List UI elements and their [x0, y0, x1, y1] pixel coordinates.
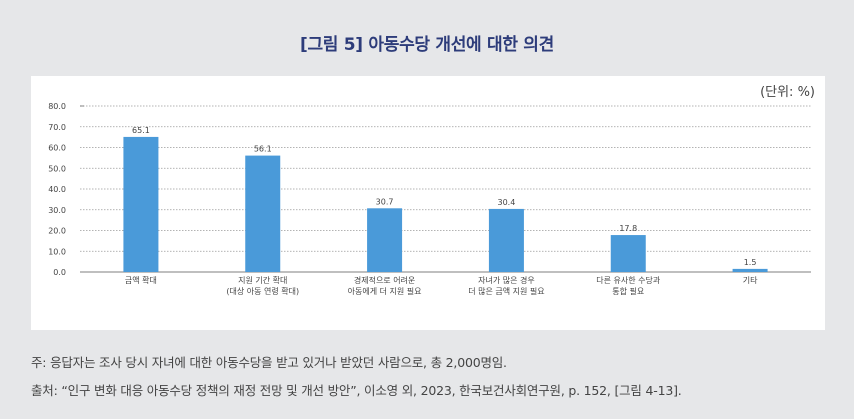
- x-category-label: 통합 필요: [612, 286, 644, 296]
- bar-value-label: 1.5: [744, 258, 757, 267]
- bar: [123, 136, 159, 272]
- x-category-label: 더 많은 금액 지원 필요: [468, 286, 544, 296]
- y-tick-label: 0.0: [53, 268, 66, 277]
- bar-value-label: 56.1: [254, 145, 272, 154]
- bar: [610, 235, 646, 272]
- x-category-label: 기타: [743, 276, 758, 285]
- y-tick-label: 70.0: [48, 123, 66, 132]
- bar: [245, 155, 281, 272]
- y-tick-label: 20.0: [48, 227, 66, 236]
- bar-value-label: 17.8: [619, 224, 637, 233]
- bar-chart: 0.0 10.0 20.0 30.0 40.0 50.0 60.0 70.0 80.0 65.1 금…: [48, 102, 811, 296]
- y-tick-label: 80.0: [48, 102, 66, 111]
- x-category-label: 금액 확대: [125, 275, 157, 285]
- bar-value-label: 30.4: [498, 198, 516, 207]
- y-tick-label: 60.0: [48, 144, 66, 153]
- y-tick-label: 40.0: [48, 185, 66, 194]
- y-tick-label: 30.0: [48, 206, 66, 215]
- x-category-label: (대상 아동 연령 확대): [226, 286, 299, 296]
- bar: [488, 208, 524, 272]
- footnote-note: 주: 응답자는 조사 당시 자녀에 대한 아동수당을 받고 있거나 받았던 사람…: [31, 355, 507, 370]
- y-tick-label: 50.0: [48, 164, 66, 173]
- bar: [367, 208, 403, 272]
- x-category-label: 지원 기간 확대: [238, 275, 287, 285]
- x-category-label: 자녀가 많은 경우: [478, 275, 535, 285]
- x-category-label: 아동에게 더 지원 필요: [348, 286, 422, 296]
- bar-value-label: 30.7: [376, 197, 394, 206]
- y-tick-label: 10.0: [48, 247, 66, 256]
- x-category-label: 경제적으로 어려운: [354, 275, 415, 285]
- chart-title: [그림 5] 아동수당 개선에 대한 의견: [300, 35, 554, 55]
- chart-panel: (단위: %) 0.0 10.0 20.0 30.0 40.0 50.0 60.0 70.0 8…: [31, 76, 825, 330]
- unit-label: (단위: %): [760, 85, 815, 100]
- footnote-source: 출처: “인구 변화 대응 아동수당 정책의 재정 전망 및 개선 방안”, 이…: [31, 383, 682, 398]
- bar: [732, 268, 768, 272]
- x-category-label: 다른 유사한 수당과: [596, 275, 661, 285]
- bar-value-label: 65.1: [132, 126, 150, 135]
